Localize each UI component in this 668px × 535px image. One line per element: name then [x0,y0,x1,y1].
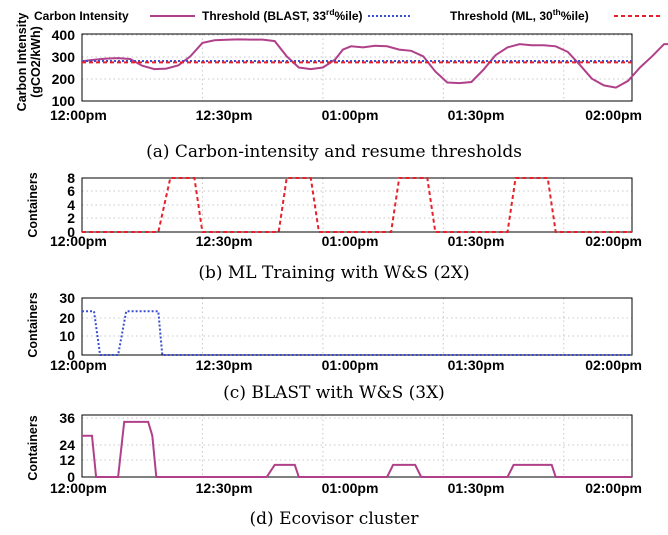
y-tick-label: 36 [59,410,75,426]
y-tick-label: 100 [52,93,76,109]
x-tick-label: 12:30pm [196,357,253,373]
x-tick-label: 12:00pm [50,480,107,496]
x-tick-label: 02:00pm [585,480,642,496]
x-tick-label: 02:00pm [585,107,642,123]
caption-b: (b) ML Training with W&S (2X) [198,263,469,283]
x-tick-label: 12:00pm [50,233,107,249]
x-tick-label: 01:00pm [322,107,379,123]
y-tick-label: 0 [67,224,75,240]
y-tick-label: 24 [59,437,75,453]
series-line [82,420,632,478]
y-tick-label: 8 [67,170,75,186]
panel-blast: 0 10 20 30 12:00pm 12:30pm 01:00pm 01:30pm 02:00… [26,290,642,373]
y-tick-label: 30 [59,290,75,306]
plot-frame [81,414,633,478]
y-tick-label: 10 [59,328,75,344]
series-line [82,177,632,233]
x-tick-label: 01:30pm [448,233,505,249]
y-tick-label: 0 [67,469,75,485]
y-tick-label: 20 [59,310,75,326]
y-axis-label: Containers [26,415,40,480]
plot-frame [81,33,633,102]
y-tick-label: 12 [59,452,75,468]
legend-ml-label: Threshold (ML, 30th%ile) [450,7,589,23]
y-tick-label: 2 [67,210,75,226]
caption-c: (c) BLAST with W&S (3X) [223,383,445,403]
plot-frame [81,297,633,356]
x-tick-label: 12:00pm [50,357,107,373]
panel-carbon-intensity: 100 200 300 400 12:00pm 12:30pm 01:00pm 01:30pm… [15,13,668,123]
caption-d: (d) Ecovisor cluster [250,509,420,529]
y-tick-label: 4 [67,197,75,213]
series-line [82,310,632,356]
y-axis-label: Containers [26,292,40,357]
x-tick-label: 12:30pm [196,233,253,249]
legend: Carbon Intensity Threshold (BLAST, 33rd%… [34,7,660,23]
y-tick-label: 400 [52,27,76,43]
legend-carbon-label: Carbon Intensity [34,9,129,23]
x-tick-label: 01:30pm [448,357,505,373]
caption-a: (a) Carbon-intensity and resume threshol… [146,142,522,162]
x-tick-label: 12:30pm [196,480,253,496]
x-tick-label: 01:00pm [322,233,379,249]
x-tick-label: 01:00pm [322,480,379,496]
y-tick-label: 0 [67,347,75,363]
x-tick-label: 01:00pm [322,357,379,373]
y-tick-label: 200 [52,71,76,87]
y-axis-label: Carbon Intensity(gCO2/kWh) [15,13,43,112]
legend-blast-label: Threshold (BLAST, 33rd%ile) [202,7,363,23]
x-tick-label: 01:30pm [448,107,505,123]
x-tick-label: 02:00pm [585,233,642,249]
x-tick-label: 12:30pm [196,107,253,123]
x-tick-label: 01:30pm [448,480,505,496]
y-axis-label: Containers [26,172,40,237]
x-tick-label: 02:00pm [585,357,642,373]
x-tick-label: 12:00pm [50,107,107,123]
y-tick-label: 300 [52,49,76,65]
y-tick-label: 6 [67,183,75,199]
series-line [81,38,668,89]
